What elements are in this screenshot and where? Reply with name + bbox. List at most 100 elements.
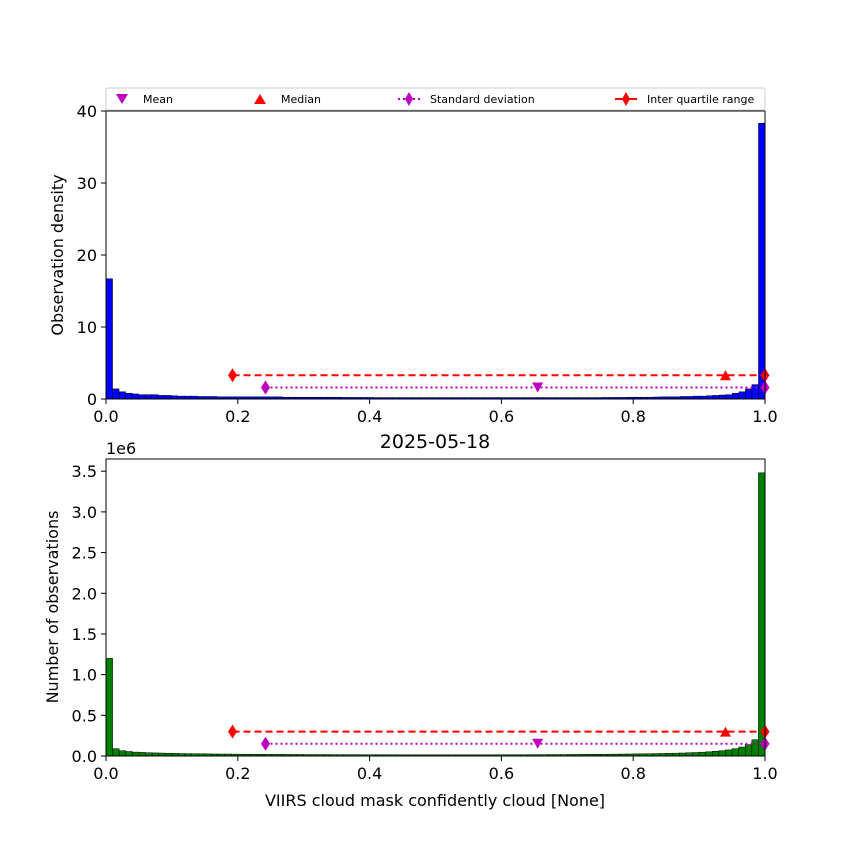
density-bar [751,384,759,400]
triangle-up-icon [254,94,266,104]
density-bar [732,392,740,400]
density-bar [725,394,733,400]
count-bar [138,752,146,757]
count-y-axis-label: Number of observations [43,511,62,704]
legend-item-median: Median [254,93,321,106]
density-x-tick-label: 0.0 [93,407,118,426]
density-bar [712,395,720,400]
count-bar [105,658,113,757]
count-bar [725,749,733,757]
count-y-tick-label: 3.5 [72,462,97,481]
legend-frame [105,87,766,111]
density-bar [157,395,165,400]
count-plot-frame [105,458,766,757]
count-bar [125,751,133,757]
density-bar [105,278,113,400]
density-histogram-bars [105,122,766,400]
density-bar [138,394,146,400]
legend-label-standard-deviation: Standard deviation [430,93,535,106]
count-statistics-markers [228,724,770,751]
density-bar [758,122,766,400]
density-median-marker [719,370,731,381]
count-y-tick-label: 2.0 [72,584,97,603]
count-y-tick-label: 3.0 [72,503,97,522]
legend-label-median: Median [281,93,321,106]
density-y-ticks: 0 10 20 30 40 [77,102,106,409]
count-median-marker [719,726,731,737]
count-bar [698,751,706,757]
count-y-tick-label: 0.0 [72,747,97,766]
density-y-tick-label: 20 [77,246,97,265]
count-y-ticks: 0.0 0.5 1.0 1.5 2.0 2.5 3.0 3.5 [72,462,106,766]
diamond-icon [622,92,630,106]
count-x-tick-label: 0.0 [93,764,118,783]
density-x-tick-label: 0.4 [357,407,382,426]
density-x-ticks: 0.0 0.2 0.4 0.6 0.8 1.0 [93,399,778,426]
density-statistics-markers [228,368,770,395]
count-chart-title: 2025-05-18 [380,431,490,453]
count-bar [692,752,700,757]
density-plot-frame [105,110,766,400]
density-bar [131,393,139,400]
legend: Mean Median Standard deviation Inter qua… [105,87,766,111]
count-bar [738,746,746,757]
legend-item-standard-deviation: Standard deviation [398,92,535,106]
count-x-axis-label: VIIRS cloud mask confidently cloud [None… [265,791,605,810]
density-x-tick-label: 0.2 [225,407,250,426]
density-bar [144,394,152,400]
density-x-tick-label: 0.6 [489,407,514,426]
count-std-marker [260,736,270,751]
count-iqr-marker [228,724,238,739]
count-x-ticks: 0.0 0.2 0.4 0.6 0.8 1.0 [93,756,778,783]
count-bar [744,744,753,757]
legend-item-mean: Mean [116,93,173,106]
density-y-tick-label: 0 [87,390,97,409]
density-y-tick-label: 30 [77,174,97,193]
legend-label-mean: Mean [143,93,173,106]
density-subplot: 0.0 0.2 0.4 0.6 0.8 1.0 0 10 20 30 40 Observation… [48,102,778,426]
density-bar [112,388,120,400]
count-subplot: 2025-05-18 0.0 0.2 0.4 0.6 0.8 1.0 0.0 0.5 1.0 1… [43,431,778,810]
density-x-tick-label: 1.0 [752,407,777,426]
legend-label-inter-quartile-range: Inter quartile range [647,93,754,106]
legend-item-inter-quartile-range: Inter quartile range [615,92,754,106]
count-bar [751,739,759,757]
density-y-tick-label: 40 [77,102,97,121]
density-bar [164,395,172,400]
density-bar [118,391,126,400]
count-bar [758,472,766,757]
diamond-icon [405,92,413,106]
count-x-tick-label: 0.4 [357,764,382,783]
count-y-scale-label: 1e6 [106,439,136,458]
density-bar [745,388,753,400]
count-bar [712,751,720,757]
count-bar [132,751,140,757]
count-y-tick-label: 1.0 [72,666,97,685]
density-iqr-marker [228,368,238,383]
triangle-down-icon [116,94,128,104]
density-x-tick-label: 0.8 [620,407,645,426]
count-bar [731,748,739,757]
count-y-tick-label: 0.5 [72,706,97,725]
count-x-tick-label: 1.0 [752,764,777,783]
density-std-marker [260,380,270,395]
count-x-tick-label: 0.2 [225,764,250,783]
density-bar [125,392,133,400]
count-mean-marker [532,738,544,749]
density-mean-marker [532,382,544,393]
count-x-tick-label: 0.8 [620,764,645,783]
density-bar [151,394,159,400]
count-bar [718,750,726,757]
count-y-tick-label: 1.5 [72,625,97,644]
density-bar [719,394,727,400]
density-y-tick-label: 10 [77,318,97,337]
count-bar [118,750,127,757]
count-bar [705,751,713,757]
density-y-axis-label: Observation density [48,174,67,335]
count-x-tick-label: 0.6 [489,764,514,783]
density-bar [738,391,746,400]
count-y-tick-label: 2.5 [72,544,97,563]
count-bar [112,748,120,757]
count-histogram-bars [105,472,766,757]
